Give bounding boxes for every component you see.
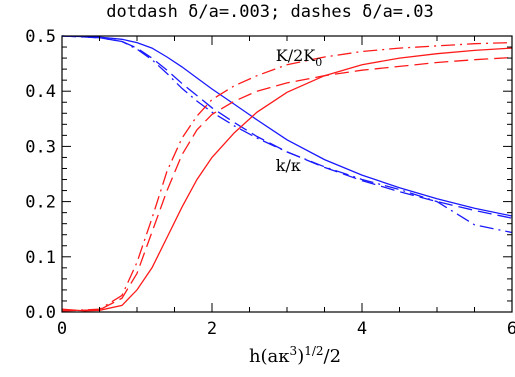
x-tick-label: 6 [507,319,515,339]
x-tick-label: 4 [357,319,367,339]
series-line-0 [61,35,513,217]
annotation-k-kappa: k/κ [276,156,301,175]
series-line-4 [61,56,513,312]
chart-title: dotdash δ/a=.003; dashes δ/a=.03 [106,2,434,22]
series-line-2 [61,35,513,234]
series-line-5 [61,41,513,312]
plot-lines [61,35,513,312]
annotation-K-2K0: K/2K0 [276,46,322,69]
plot-frame [61,35,513,313]
series-line-3 [61,47,513,312]
y-tick-label: 0.4 [25,82,56,102]
y-tick-label: 0.1 [25,248,56,268]
y-tick-label: 0.5 [25,27,56,47]
x-axis-label: h(aκ3)1/2/2 [249,344,341,367]
series-line-1 [61,35,513,219]
x-tick-label: 2 [207,319,217,339]
y-tick-label: 0.0 [25,303,56,323]
y-tick-label: 0.2 [25,193,56,213]
y-tick-label: 0.3 [25,137,56,157]
x-tick-label: 0 [57,319,67,339]
axis-ticks: 0 2 4 6 0.0 0.1 0.2 0.3 0.4 0.5 [25,27,515,339]
